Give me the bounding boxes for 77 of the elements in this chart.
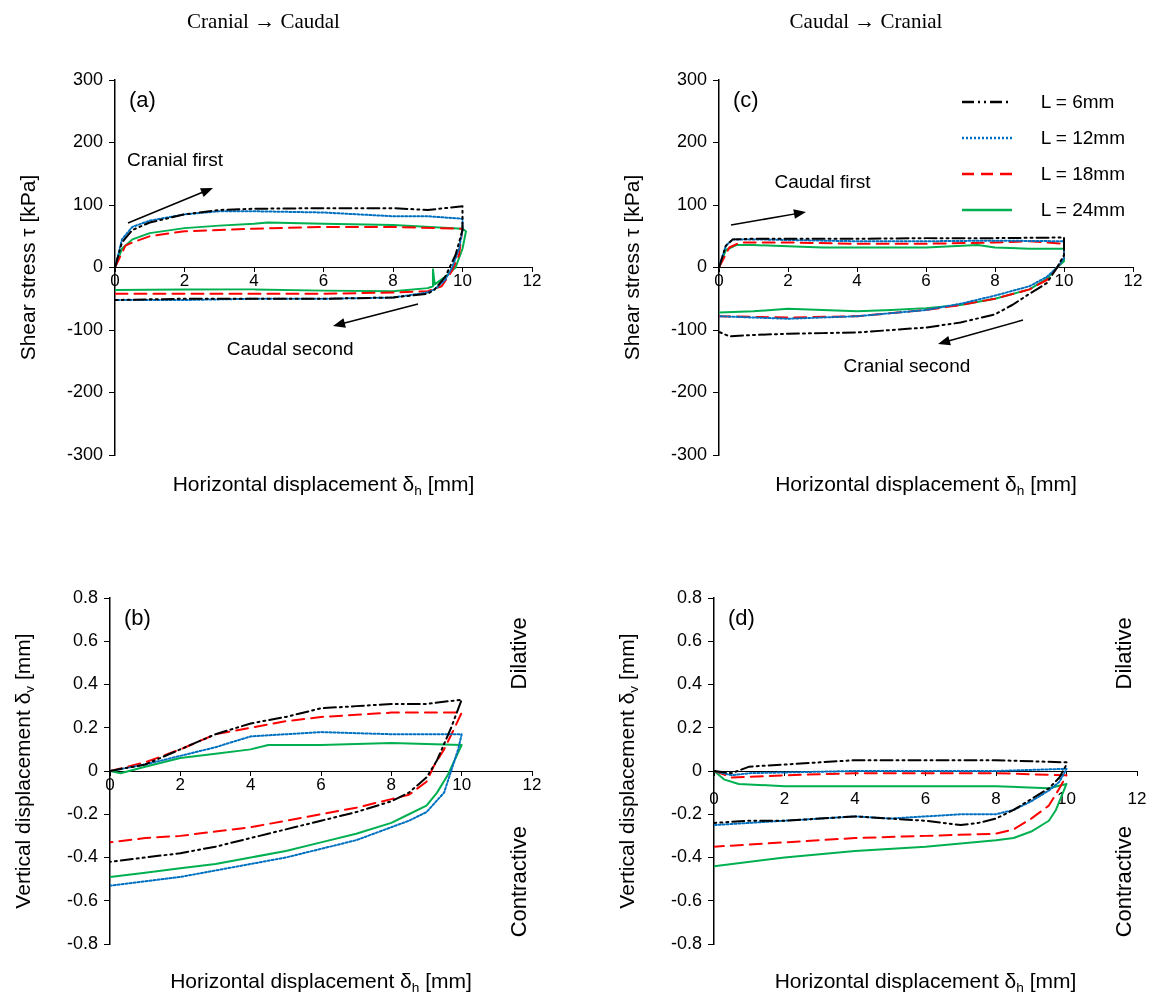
y-tick-label: 100 xyxy=(72,193,103,214)
x-tick-label: 2 xyxy=(175,774,186,794)
x-tick-label: 8 xyxy=(388,271,398,291)
y-tick-label: -200 xyxy=(670,381,707,402)
annotation: Contractive xyxy=(1111,826,1137,938)
y-tick-label: 200 xyxy=(72,131,103,152)
legend-label: L = 12mm xyxy=(1040,127,1125,149)
x-tick-label: 6 xyxy=(920,788,931,808)
y-tick-label: 0 xyxy=(87,759,98,780)
annotation: Dilative xyxy=(1111,617,1137,690)
legend-label: L = 6mm xyxy=(1040,91,1115,113)
y-tick-label: 0.4 xyxy=(676,673,702,694)
y-axis-title: Vertical displacement δv [mm] xyxy=(10,633,38,909)
y-tick-label: -300 xyxy=(66,443,103,464)
x-tick-label: 4 xyxy=(245,774,256,794)
y-tick-label: -0.4 xyxy=(670,846,702,867)
y-tick-label: 0 xyxy=(92,256,103,277)
y-tick-label: 100 xyxy=(676,193,707,214)
x-tick-label: 2 xyxy=(783,271,793,291)
x-tick-label: 4 xyxy=(852,271,862,291)
x-tick-label: 2 xyxy=(779,788,790,808)
x-tick-label: 6 xyxy=(316,774,326,794)
y-tick-label: -0.4 xyxy=(66,846,98,867)
legend-label: L = 24mm xyxy=(1040,199,1125,221)
x-tick-label: 8 xyxy=(990,271,1000,291)
y-axis-title: Shear stress τ [kPa] xyxy=(619,174,643,361)
y-tick-label: 0.2 xyxy=(676,716,702,737)
y-tick-label: 300 xyxy=(676,68,707,89)
annotation: (b) xyxy=(124,605,151,631)
annotation: (a) xyxy=(129,87,156,113)
annotation: (c) xyxy=(733,87,759,113)
annotation: Caudal first xyxy=(774,171,872,193)
y-tick-label: -0.8 xyxy=(670,932,702,953)
y-tick-label: 0.8 xyxy=(676,586,702,607)
annotation: Contractive xyxy=(506,826,532,938)
annotation: Dilative xyxy=(506,617,532,690)
y-tick-label: -0.6 xyxy=(670,889,702,910)
y-tick-label: 200 xyxy=(676,131,707,152)
x-tick-label: 10 xyxy=(1054,271,1074,291)
y-axis-title: Shear stress τ [kPa] xyxy=(15,174,39,361)
x-tick-label: 6 xyxy=(921,271,931,291)
legend-label: L = 18mm xyxy=(1040,163,1125,185)
y-tick-label: -300 xyxy=(670,443,707,464)
y-tick-label: 0.8 xyxy=(72,586,98,607)
y-tick-label: -0.6 xyxy=(66,889,98,910)
chart-title: Cranial → Caudal xyxy=(187,8,341,33)
x-tick-label: 4 xyxy=(249,271,259,291)
y-tick-label: 0.6 xyxy=(72,630,98,651)
y-tick-label: -100 xyxy=(670,318,707,339)
y-tick-label: 0 xyxy=(696,256,707,277)
annotation: Cranial second xyxy=(843,355,971,377)
chart-title: Caudal → Cranial xyxy=(789,8,943,33)
y-axis-title: Vertical displacement δv [mm] xyxy=(614,633,642,909)
x-tick-label: 12 xyxy=(1123,271,1143,291)
x-tick-label: 10 xyxy=(453,271,472,291)
y-tick-label: 300 xyxy=(72,68,103,89)
y-tick-label: -100 xyxy=(66,318,103,339)
x-tick-label: 10 xyxy=(452,774,472,794)
x-tick-label: 2 xyxy=(179,271,190,291)
y-tick-label: -200 xyxy=(66,381,103,402)
x-tick-label: 8 xyxy=(386,774,397,794)
y-tick-label: -0.2 xyxy=(670,803,702,824)
annotation: Caudal second xyxy=(226,338,354,360)
y-tick-label: 0.4 xyxy=(72,673,98,694)
x-tick-label: 12 xyxy=(522,271,542,291)
y-tick-label: 0.6 xyxy=(676,630,702,651)
x-tick-label: 6 xyxy=(318,271,329,291)
y-tick-label: 0.2 xyxy=(72,716,98,737)
x-tick-label: 4 xyxy=(850,788,860,808)
y-tick-label: -0.8 xyxy=(66,932,98,953)
annotation: Cranial first xyxy=(127,149,224,171)
x-tick-label: 8 xyxy=(991,788,1001,808)
x-tick-label: 12 xyxy=(522,774,542,794)
x-tick-label: 12 xyxy=(1127,788,1147,808)
y-tick-label: -0.2 xyxy=(66,803,98,824)
y-tick-label: 0 xyxy=(691,759,702,780)
annotation: (d) xyxy=(728,605,755,631)
